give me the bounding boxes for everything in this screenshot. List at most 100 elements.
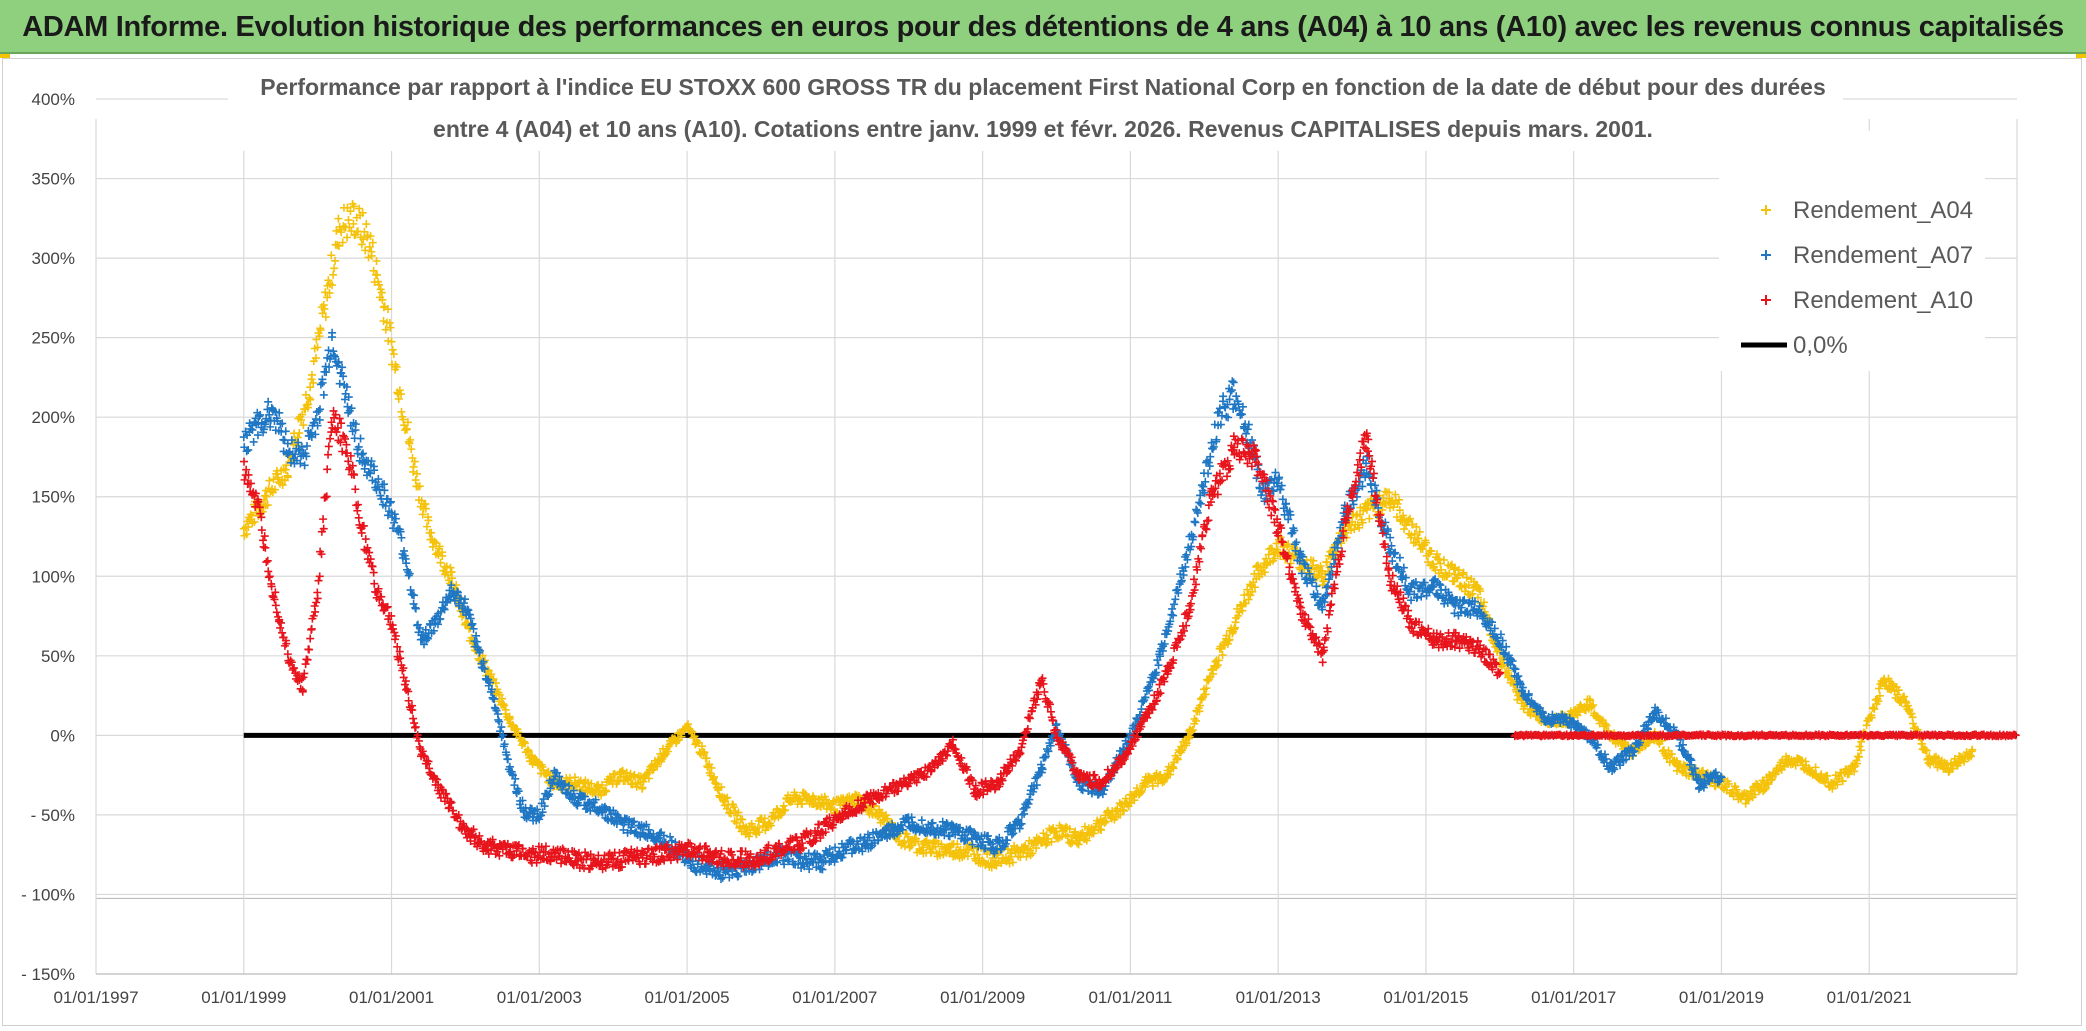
series-a04-point <box>1100 818 1109 827</box>
series-a04-point <box>523 745 532 754</box>
series-a04-point <box>273 473 282 482</box>
series-a10-point <box>1191 580 1200 589</box>
series-a04-point <box>1320 577 1329 586</box>
series-a04-point <box>1022 852 1031 861</box>
series-a04-point <box>313 343 322 352</box>
series-a04-point <box>1209 669 1218 678</box>
series-a04-point <box>1395 495 1404 504</box>
series-a04-point <box>329 270 338 279</box>
series-a04-point <box>1028 849 1037 858</box>
chart-title-line1: Performance par rapport à l'indice EU ST… <box>260 74 1826 100</box>
series-a04-point <box>262 492 271 501</box>
series-a04-point <box>324 276 333 285</box>
series-a04-point <box>1130 796 1139 805</box>
series-a07-point <box>328 328 337 337</box>
series-a04-point <box>346 207 355 216</box>
series-a04-point <box>826 805 835 814</box>
series-a04-point <box>458 612 467 621</box>
series-a04-point <box>1125 799 1134 808</box>
series-a04-point <box>263 501 272 510</box>
x-tick-label: 01/01/2005 <box>645 988 730 1007</box>
series-a10-point <box>272 608 281 617</box>
series-a04-point <box>327 251 336 260</box>
series-a04-point <box>1213 661 1222 670</box>
series-a04-point <box>1422 538 1431 547</box>
series-a04-point <box>883 814 892 823</box>
series-a07-point <box>1195 498 1204 507</box>
series-a04-point <box>246 510 255 519</box>
series-a04-point <box>379 303 388 312</box>
series-a07-point <box>1204 469 1213 478</box>
series-a07-point <box>319 390 328 399</box>
series-a04-point <box>1067 836 1076 845</box>
series-a04-point <box>1406 514 1415 523</box>
series-a04-point <box>799 788 808 797</box>
series-a10-point <box>1237 434 1246 443</box>
y-tick-label: 200% <box>32 408 75 427</box>
series-a04-point <box>1042 830 1051 839</box>
series-a04-point <box>524 746 533 755</box>
series-a04-point <box>487 670 496 679</box>
series-a04-point <box>1251 583 1259 592</box>
series-a04-point <box>357 240 366 249</box>
series-a07-point <box>316 380 325 389</box>
series-a04-point <box>328 281 337 290</box>
series-a04-point <box>1587 702 1596 711</box>
series-a04-point <box>260 491 269 500</box>
series-a04-point <box>1078 829 1087 838</box>
series-a04-point <box>436 558 445 567</box>
series-a04-point <box>430 537 439 546</box>
series-a04-point <box>1243 585 1252 594</box>
series-a10-point <box>324 450 333 459</box>
series-a04-point <box>781 805 790 814</box>
series-a10-point <box>321 493 330 502</box>
series-a04-point <box>963 852 972 861</box>
series-a04-point <box>321 313 330 322</box>
series-a07-point <box>1168 604 1177 613</box>
series-a04-point <box>323 293 332 302</box>
series-a04-point <box>412 469 421 478</box>
series-a04-point <box>700 748 709 757</box>
series-a07-point <box>503 755 512 764</box>
series-a04-point <box>638 783 647 792</box>
series-a04-point <box>520 737 529 746</box>
series-a04-point <box>697 742 706 751</box>
series-a07-point <box>314 406 323 415</box>
series-a04-point <box>378 295 387 304</box>
series-a04-point <box>1080 822 1089 831</box>
series-a04-point <box>1395 506 1404 515</box>
series-a04-point <box>953 840 962 849</box>
series-a04-point <box>330 264 339 273</box>
series-a04-point <box>1166 770 1175 779</box>
series-a10-point <box>305 645 314 654</box>
series-a04-point <box>1462 573 1471 582</box>
series-a04-point <box>1750 790 1759 799</box>
series-a10-point <box>351 485 360 494</box>
performance-scatter-chart: 400%350%300%250%200%150%100%50%0%- 50%- … <box>21 59 2020 1007</box>
series-a04-point <box>544 767 553 776</box>
series-a04-point <box>1132 784 1141 793</box>
x-tick-label: 01/01/2019 <box>1679 988 1764 1007</box>
series-a07-point <box>249 437 258 446</box>
series-a04-point <box>1758 776 1767 785</box>
series-a04-point <box>1234 611 1243 620</box>
x-tick-label: 01/01/1999 <box>201 988 286 1007</box>
series-a07-point <box>1229 378 1238 387</box>
series-a04-point <box>711 778 720 787</box>
series-a04-point <box>878 816 887 825</box>
series-a04-point <box>1182 739 1191 748</box>
series-a04-point <box>753 823 762 832</box>
series-a04-point <box>305 394 314 403</box>
series-a04-point <box>1178 746 1187 755</box>
x-tick-label: 01/01/2013 <box>1236 988 1321 1007</box>
series-a04-point <box>1097 826 1106 835</box>
series-a04-point <box>1414 534 1423 543</box>
y-tick-label: 400% <box>32 90 75 109</box>
series-a04-point <box>1102 817 1111 826</box>
series-a04-point <box>311 354 320 363</box>
series-a04-point <box>397 390 406 399</box>
series-a04-point <box>442 562 451 571</box>
series-a04-point <box>1427 547 1436 556</box>
series-a04-point <box>1309 556 1318 565</box>
series-a04-point <box>1454 566 1463 575</box>
